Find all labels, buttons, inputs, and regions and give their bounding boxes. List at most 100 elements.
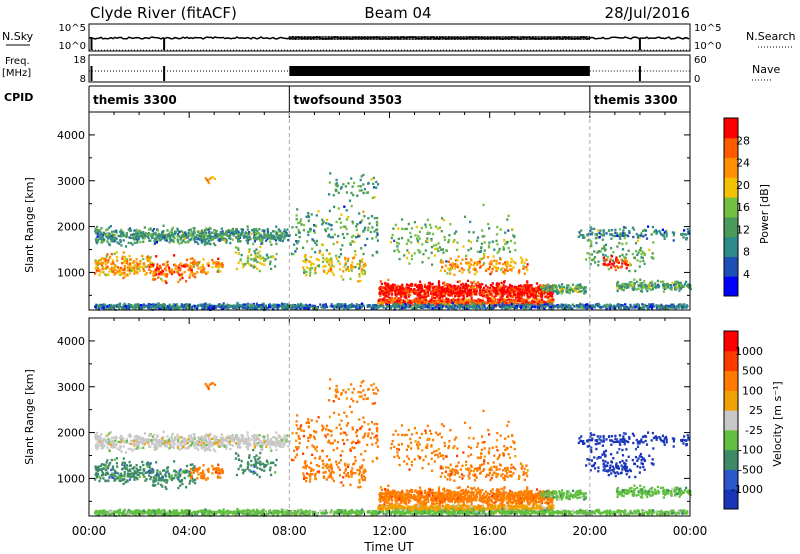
- power-echo-cell: [643, 228, 646, 232]
- power-echo-cell: [512, 266, 515, 269]
- power-echo-cell: [133, 229, 136, 232]
- power-echo-cell: [222, 237, 225, 241]
- power-echo-cell: [628, 231, 631, 234]
- power-echo-cell: [473, 292, 476, 296]
- power-echo-cell: [329, 305, 332, 308]
- power-echo-cell: [317, 210, 320, 213]
- power-echo-cell: [197, 267, 200, 270]
- power-echo-cell: [667, 284, 671, 287]
- power-echo-cell: [234, 230, 237, 233]
- power-echo-cell: [525, 298, 528, 301]
- power-echo-cell: [457, 289, 460, 292]
- power-echo-cell: [413, 292, 416, 295]
- power-echo-cell: [256, 230, 259, 233]
- power-echo-cell: [155, 273, 158, 276]
- power-echo-cell: [548, 292, 551, 295]
- power-echo-cell: [396, 288, 400, 291]
- power-echo-cell: [252, 230, 256, 234]
- power-echo-cell: [652, 256, 655, 260]
- power-echo-cell: [508, 292, 511, 295]
- power-echo-cell: [123, 303, 126, 306]
- power-echo-cell: [107, 307, 110, 311]
- power-echo-cell: [476, 250, 479, 253]
- power-echo-cell: [530, 284, 533, 287]
- power-echo-cell: [409, 293, 412, 297]
- power-echo-cell: [520, 261, 523, 264]
- power-echo-cell: [172, 235, 175, 239]
- power-echo-cell: [678, 303, 681, 306]
- power-echo-cell: [406, 249, 409, 252]
- power-echo-cell: [458, 286, 461, 290]
- power-echo-cell: [133, 266, 136, 270]
- power-echo-cell: [213, 232, 216, 235]
- power-echo-cell: [670, 288, 673, 291]
- power-echo-cell: [181, 235, 184, 239]
- power-echo-cell: [146, 259, 149, 262]
- power-echo-cell: [229, 232, 232, 235]
- power-echo-cell: [339, 248, 342, 251]
- power-echo-cell: [246, 225, 249, 228]
- power-echo-cell: [261, 256, 264, 259]
- power-echo-cell: [622, 284, 625, 288]
- power-echo-cell: [517, 288, 520, 291]
- power-echo-cell: [94, 267, 97, 270]
- power-echo-cell: [262, 236, 265, 239]
- power-echo-cell: [480, 242, 483, 245]
- power-echo-cell: [359, 220, 362, 224]
- power-echo-cell: [636, 239, 640, 242]
- power-echo-cell: [409, 284, 412, 287]
- power-echo-cell: [347, 216, 350, 219]
- power-echo-cell: [266, 237, 269, 241]
- power-echo-cell: [131, 269, 134, 272]
- power-echo-cell: [235, 232, 238, 235]
- power-echo-cell: [96, 225, 99, 229]
- power-echo-cell: [588, 238, 591, 242]
- power-echo-cell: [178, 264, 181, 267]
- power-echo-cell: [130, 305, 133, 308]
- power-echo-cell: [145, 265, 148, 268]
- power-echo-cell: [353, 181, 356, 185]
- power-echo-cell: [507, 288, 510, 291]
- power-echo-cell: [413, 252, 416, 255]
- power-echo-cell: [476, 236, 480, 239]
- power-echo-cell: [582, 289, 585, 292]
- power-echo-cell: [650, 284, 653, 287]
- power-echo-cell: [303, 269, 306, 272]
- power-echo-cell: [266, 228, 269, 231]
- power-echo-cell: [389, 298, 393, 301]
- power-echo-cell: [338, 217, 341, 220]
- power-echo-cell: [432, 286, 435, 290]
- power-echo-cell: [176, 227, 179, 230]
- power-echo-cell: [599, 250, 602, 253]
- power-echo-cell: [188, 266, 191, 270]
- power-echo-cell: [135, 303, 139, 306]
- power-echo-cell: [561, 290, 564, 293]
- power-echo-cell: [155, 239, 158, 242]
- power-echo-cell: [506, 218, 509, 221]
- power-echo-cell: [478, 284, 482, 287]
- power-echo-cell: [447, 298, 450, 301]
- power-echo-cell: [239, 305, 242, 308]
- power-echo-cell: [177, 280, 180, 284]
- power-echo-cell: [330, 260, 333, 263]
- power-echo-cell: [193, 227, 196, 230]
- power-echo-cell: [240, 228, 243, 231]
- power-echo-cell: [528, 290, 531, 293]
- power-echo-cell: [411, 303, 414, 307]
- power-echo-cell: [112, 266, 115, 270]
- power-echo-cell: [466, 292, 469, 295]
- power-echo-cell: [253, 233, 256, 236]
- power-echo-cell: [617, 266, 620, 269]
- power-echo-cell: [95, 266, 98, 269]
- power-echo-cell: [221, 308, 225, 311]
- power-echo-cell: [350, 235, 353, 239]
- power-echo-cell: [347, 269, 351, 272]
- power-echo-cell: [139, 265, 142, 269]
- power-echo-cell: [475, 261, 478, 264]
- power-echo-cell: [446, 301, 449, 304]
- power-echo-cell: [335, 189, 338, 192]
- power-echo-cell: [137, 267, 140, 271]
- power-echo-cell: [578, 290, 581, 293]
- power-echo-cell: [300, 302, 303, 306]
- power-echo-cell: [475, 270, 478, 273]
